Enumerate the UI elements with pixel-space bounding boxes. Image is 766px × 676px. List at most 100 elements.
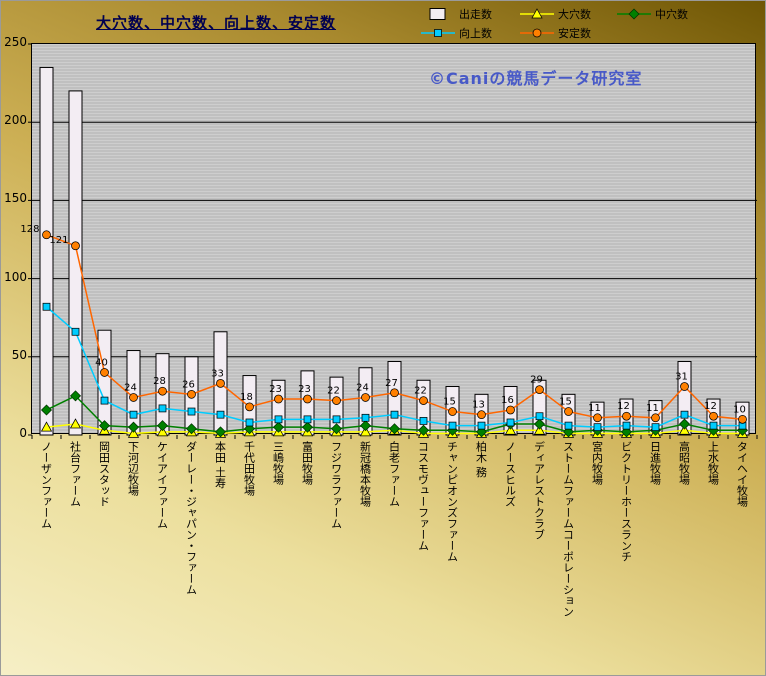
data-label: 12: [617, 401, 630, 412]
x-axis-label: 社台ファーム: [68, 441, 82, 507]
marker-diamond: [417, 424, 430, 436]
marker-square: [303, 415, 312, 424]
marker-triangle: [127, 427, 140, 438]
marker-circle: [71, 241, 80, 251]
x-axis-label: 富田牧場: [300, 441, 314, 485]
y-tick-label: 100: [4, 269, 27, 284]
marker-square: [71, 327, 80, 336]
marker-circle: [216, 379, 225, 388]
marker-circle: [651, 413, 660, 423]
legend-marker-diamond: [617, 8, 651, 20]
legend-marker-triangle: [520, 8, 554, 19]
marker-circle: [738, 414, 747, 424]
data-label: 29: [530, 375, 543, 386]
x-axis-label: フジワラファーム: [329, 441, 343, 529]
marker-circle: [332, 396, 341, 405]
marker-square: [158, 404, 167, 413]
marker-diamond: [533, 418, 546, 430]
x-axis-label: 三嶋牧場: [271, 441, 285, 485]
marker-square: [361, 413, 370, 422]
legend-label: 大穴数: [558, 8, 591, 21]
marker-circle: [187, 389, 196, 399]
x-axis-label: ディアレストクラブ: [532, 441, 546, 540]
y-tick-label: 150: [4, 191, 27, 206]
data-label: 10: [733, 404, 746, 415]
legend-label: 中穴数: [655, 8, 688, 21]
marker-square: [564, 421, 573, 430]
legend-item-0: 出走数: [421, 6, 520, 22]
data-label: 11: [646, 403, 659, 414]
data-label: 12: [704, 401, 717, 412]
data-label: 24: [124, 382, 137, 393]
data-label: 31: [675, 372, 688, 383]
marker-diamond: [185, 423, 198, 435]
x-axis-label: ダーレー・ジャパン・ファーム: [184, 441, 198, 595]
data-label: 11: [588, 403, 601, 414]
marker-circle: [622, 411, 631, 421]
data-label: 15: [443, 397, 456, 408]
data-label: 28: [153, 376, 166, 387]
marker-circle: [274, 394, 283, 404]
data-label: 22: [414, 386, 427, 397]
marker-circle: [680, 382, 689, 391]
marker-triangle: [359, 426, 372, 437]
plot-area: 128 121 40 24 28 26 33 18 23 23 22 24 27 22 15 13 16 29 15…: [20, 43, 758, 439]
marker-diamond: [40, 404, 53, 416]
marker-square: [332, 415, 341, 424]
marker-square: [390, 410, 399, 419]
x-axis-label: 高昭牧場: [677, 441, 691, 485]
x-axis-label: ノースヒルズ: [503, 441, 517, 507]
data-label: 27: [385, 378, 398, 389]
marker-square: [680, 410, 689, 419]
legend-swatch-bar: [429, 8, 446, 20]
x-axis-label: 下河辺牧場: [126, 441, 140, 496]
marker-circle: [419, 396, 428, 405]
marker-square: [622, 421, 631, 430]
marker-circle: [535, 385, 544, 395]
legend-label: 向上数: [459, 27, 492, 40]
x-axis-label: ケイアイファーム: [155, 441, 169, 529]
data-label: 13: [472, 400, 485, 411]
marker-square: [593, 423, 602, 432]
marker-diamond: [272, 421, 285, 433]
data-label: 15: [559, 397, 572, 408]
marker-circle: [129, 393, 138, 402]
bar: [68, 90, 83, 436]
x-axis-label: 柏木 務: [474, 441, 488, 478]
x-axis-label: 千代田牧場: [242, 441, 256, 496]
x-axis-label: 本田 土寿: [213, 441, 227, 489]
chart-title: 大穴数、中穴数、向上数、安定数: [96, 14, 337, 32]
legend-label: 出走数: [459, 8, 492, 21]
data-label: 23: [298, 384, 311, 395]
marker-diamond: [156, 420, 169, 432]
legend-item-1: 大穴数: [520, 6, 617, 22]
x-axis-label: 宮内牧場: [590, 441, 604, 485]
marker-diamond: [678, 418, 691, 430]
legend-marker-square: [421, 29, 455, 37]
bar: [532, 379, 547, 436]
y-tick-label: 50: [11, 347, 27, 362]
x-axis-label: ストームファームコーポレーション: [561, 441, 575, 617]
marker-circle: [477, 410, 486, 420]
data-label: 23: [269, 384, 282, 395]
y-tick-label: 250: [4, 35, 27, 49]
marker-square: [274, 415, 283, 424]
marker-diamond: [388, 423, 401, 435]
marker-triangle: [533, 424, 546, 435]
marker-triangle: [156, 426, 169, 437]
marker-square: [419, 417, 428, 425]
x-axis-label: チャンピオンズファーム: [445, 441, 459, 562]
x-axis-label: ノーザンファーム: [39, 441, 53, 529]
marker-triangle: [504, 424, 517, 435]
x-axis-label: 岡田スタッド: [97, 441, 111, 507]
marker-diamond: [69, 390, 82, 402]
plot-svg: 128 121 40 24 28 26 33 18 23 23 22 24 27 22 15 13 16 29 15…: [20, 43, 758, 439]
marker-circle: [361, 393, 370, 402]
marker-diamond: [214, 426, 227, 438]
marker-square: [245, 418, 254, 427]
x-axis-label: コスモヴューファーム: [416, 441, 430, 551]
data-label: 16: [501, 395, 514, 406]
marker-square: [187, 407, 196, 416]
watermark: ©Caniの競馬データ研究室: [429, 69, 643, 88]
